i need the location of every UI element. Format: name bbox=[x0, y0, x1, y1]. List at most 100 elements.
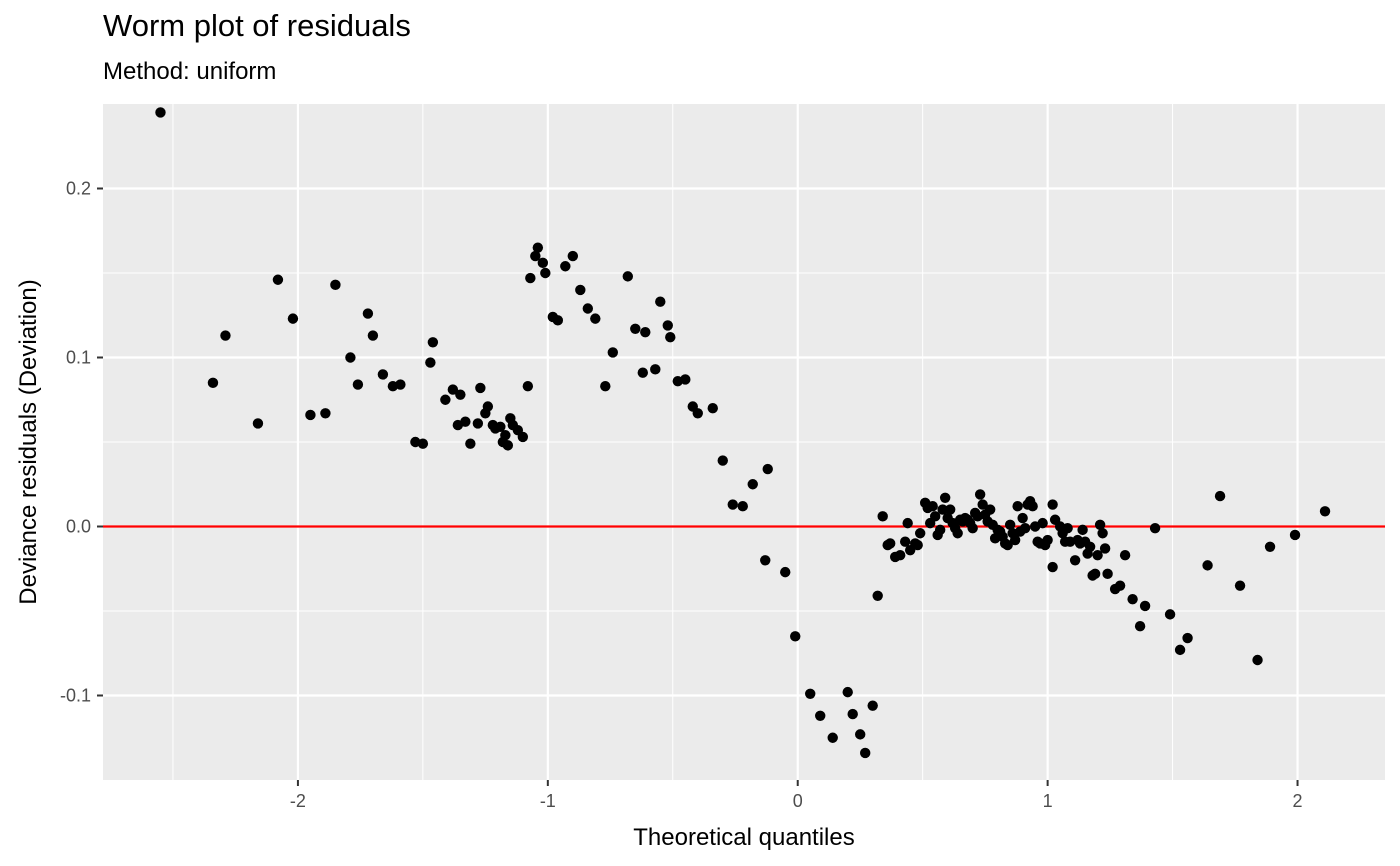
data-point bbox=[582, 303, 594, 314]
data-point bbox=[475, 382, 486, 394]
data-point bbox=[220, 330, 231, 341]
x-axis-label: Theoretical quantiles bbox=[633, 824, 854, 851]
data-point bbox=[877, 511, 888, 522]
data-point bbox=[650, 364, 661, 375]
data-point bbox=[762, 463, 773, 475]
data-point bbox=[455, 389, 466, 400]
data-point bbox=[1027, 501, 1038, 512]
data-point bbox=[1252, 654, 1263, 666]
data-point bbox=[362, 308, 374, 319]
data-point bbox=[665, 332, 676, 343]
data-point bbox=[927, 501, 938, 512]
data-point bbox=[977, 499, 988, 510]
data-point bbox=[815, 710, 826, 721]
data-point bbox=[944, 504, 956, 515]
data-point bbox=[1202, 560, 1213, 571]
data-point bbox=[500, 430, 511, 441]
data-point bbox=[622, 271, 633, 282]
data-point bbox=[747, 479, 758, 490]
data-point bbox=[440, 394, 451, 405]
data-point bbox=[1089, 568, 1101, 580]
data-point bbox=[894, 550, 906, 561]
data-point bbox=[447, 384, 459, 395]
data-point bbox=[934, 524, 946, 536]
data-point bbox=[517, 431, 529, 443]
data-point bbox=[984, 504, 996, 515]
data-point bbox=[884, 538, 896, 549]
data-point bbox=[827, 732, 838, 743]
x-axis: -2 -1 0 1 2 bbox=[290, 780, 1303, 811]
data-point bbox=[717, 455, 728, 466]
y-tick-label: 0.0 bbox=[66, 517, 91, 537]
x-tick-label: 0 bbox=[793, 791, 803, 811]
data-point bbox=[272, 274, 284, 285]
data-point bbox=[530, 250, 541, 262]
data-point bbox=[842, 686, 853, 698]
data-point bbox=[1012, 501, 1023, 512]
data-point bbox=[460, 416, 471, 427]
data-point bbox=[1017, 512, 1028, 524]
data-point bbox=[377, 369, 389, 380]
data-point bbox=[465, 438, 476, 449]
y-tick-label: -0.1 bbox=[60, 686, 91, 706]
data-point bbox=[1264, 541, 1276, 552]
data-point bbox=[207, 377, 219, 389]
data-point bbox=[567, 250, 579, 262]
data-point bbox=[1047, 561, 1058, 573]
data-point bbox=[692, 408, 703, 419]
y-axis: -0.1 0.0 0.1 0.2 bbox=[60, 179, 103, 706]
data-point bbox=[1094, 519, 1106, 531]
data-point bbox=[655, 296, 666, 307]
data-point bbox=[1114, 580, 1126, 591]
data-point bbox=[1174, 644, 1186, 656]
data-point bbox=[1062, 522, 1073, 534]
data-point bbox=[575, 284, 586, 296]
data-point bbox=[662, 320, 673, 331]
x-tick-label: -2 bbox=[290, 791, 306, 811]
data-point bbox=[537, 257, 549, 269]
data-point bbox=[1037, 517, 1048, 529]
data-point bbox=[427, 337, 439, 348]
data-point bbox=[345, 352, 356, 363]
data-point bbox=[974, 489, 986, 500]
chart-title: Worm plot of residuals bbox=[103, 8, 411, 43]
data-point bbox=[1127, 593, 1138, 605]
data-point bbox=[790, 631, 801, 642]
data-point bbox=[1004, 519, 1016, 531]
data-point bbox=[637, 367, 648, 378]
data-point bbox=[1099, 543, 1111, 554]
data-point bbox=[607, 347, 619, 358]
data-point bbox=[600, 381, 611, 392]
data-point bbox=[305, 409, 316, 421]
data-point bbox=[939, 492, 951, 503]
data-point bbox=[912, 539, 923, 551]
data-point bbox=[252, 418, 264, 429]
data-point bbox=[1097, 528, 1108, 539]
data-point bbox=[630, 323, 641, 334]
data-point bbox=[532, 242, 544, 253]
data-point bbox=[860, 747, 871, 759]
data-point bbox=[902, 517, 913, 529]
data-point bbox=[472, 418, 484, 429]
data-point bbox=[1319, 506, 1331, 517]
data-point bbox=[1047, 499, 1058, 510]
data-point bbox=[805, 688, 816, 700]
data-point bbox=[680, 374, 691, 385]
data-point bbox=[1069, 555, 1081, 566]
data-point bbox=[1164, 609, 1176, 620]
data-point bbox=[780, 566, 791, 578]
data-point bbox=[1002, 539, 1013, 551]
data-point bbox=[1009, 534, 1021, 546]
data-point bbox=[937, 504, 948, 515]
data-point bbox=[1182, 632, 1193, 644]
data-point bbox=[560, 261, 571, 272]
data-point bbox=[525, 272, 536, 284]
data-point bbox=[707, 403, 718, 414]
data-point bbox=[417, 438, 429, 449]
data-point bbox=[872, 590, 883, 601]
data-point bbox=[914, 528, 926, 539]
data-point bbox=[352, 379, 364, 390]
data-point bbox=[1139, 600, 1151, 612]
data-point bbox=[1084, 541, 1096, 552]
